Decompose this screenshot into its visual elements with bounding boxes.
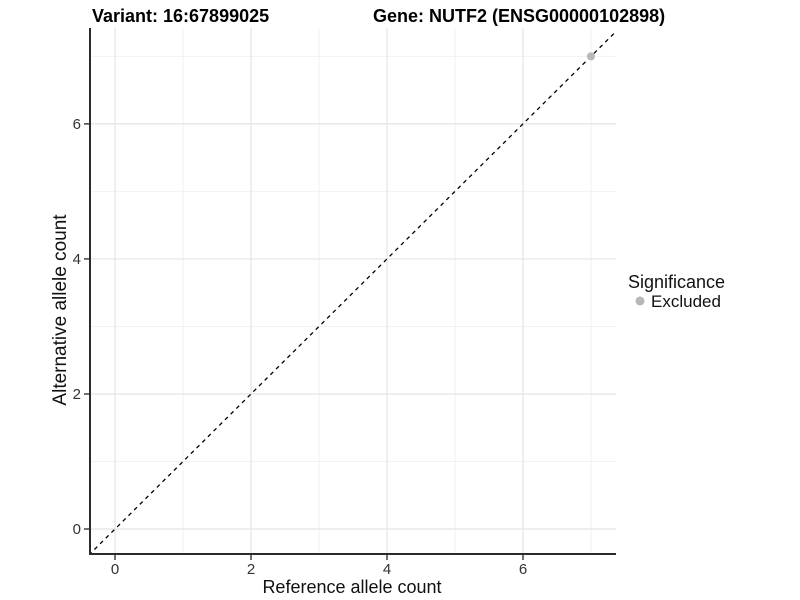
y-tick-label: 6	[73, 116, 81, 133]
plot-title-variant: Variant: 16:67899025	[92, 6, 269, 26]
x-tick-label: 6	[519, 561, 527, 578]
data-points	[586, 52, 595, 61]
x-tick-label: 0	[111, 561, 119, 578]
x-axis-title: Reference allele count	[262, 577, 441, 597]
y-axis-ticks: 0 2 4 6	[73, 116, 89, 538]
legend-title: Significance	[628, 272, 725, 292]
plot-title-gene: Gene: NUTF2 (ENSG00000102898)	[373, 6, 665, 26]
legend: Significance Excluded	[628, 272, 725, 311]
x-tick-label: 4	[383, 561, 391, 578]
y-tick-label: 4	[73, 251, 81, 268]
x-axis-ticks: 0 2 4 6	[111, 555, 527, 578]
y-tick-label: 0	[73, 521, 81, 538]
legend-key-excluded-dot	[635, 296, 645, 306]
gridlines-major	[90, 28, 616, 554]
gridlines-minor	[90, 28, 616, 554]
y-axis-title: Alternative allele count	[50, 214, 71, 406]
x-tick-label: 2	[247, 561, 255, 578]
point-excluded	[586, 52, 595, 61]
y-tick-label: 2	[73, 386, 81, 403]
legend-label-excluded: Excluded	[651, 292, 721, 311]
plot-panel	[90, 28, 616, 554]
